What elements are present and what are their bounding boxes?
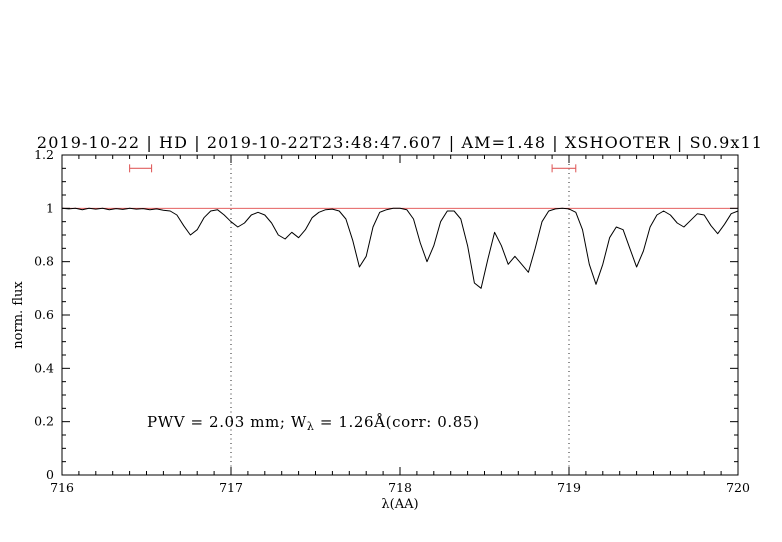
pwv-annotation-subscript: λ — [307, 420, 315, 433]
x-tick-label: 719 — [557, 480, 581, 495]
plot-title: 2019-10-22 | HD | 2019-10-22T23:48:47.60… — [37, 133, 763, 152]
plot-axes-layer: 716 717 718 719 720 0 0.2 0.4 0.6 0.8 1 1.2 — [34, 147, 750, 495]
x-tick-label: 718 — [388, 480, 412, 495]
y-axis-label: norm. flux — [11, 281, 26, 349]
y-tick-label: 0.8 — [34, 254, 54, 269]
y-tick-label: 0 — [46, 467, 54, 482]
spectrum-line — [61, 207, 739, 289]
x-tick-label: 720 — [726, 480, 750, 495]
x-tick-label: 717 — [219, 480, 243, 495]
y-tick-label: 0.6 — [34, 307, 54, 322]
y-tick-label: 1.2 — [34, 147, 54, 162]
x-tick-label: 716 — [50, 480, 74, 495]
pwv-annotation: PWV = 2.03 mm; Wλ = 1.26Å(corr: 0.85) — [147, 413, 480, 433]
y-tick-label: 1 — [46, 200, 54, 215]
pwv-annotation-prefix: PWV = 2.03 mm; W — [147, 413, 307, 431]
y-tick-label: 0.2 — [34, 414, 54, 429]
y-tick-label: 0.4 — [34, 360, 54, 375]
plot-data-layer — [61, 155, 739, 475]
pwv-annotation-suffix: = 1.26Å(corr: 0.85) — [314, 413, 479, 431]
x-axis-label: λ(AA) — [381, 497, 418, 512]
